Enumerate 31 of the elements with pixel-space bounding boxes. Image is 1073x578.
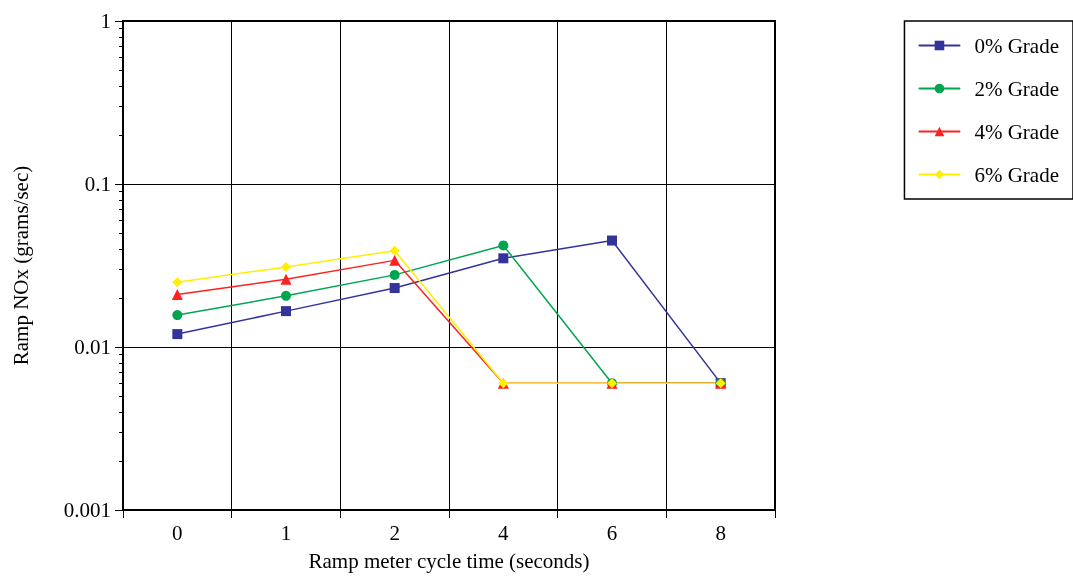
legend-label: 0% Grade	[974, 33, 1059, 58]
x-tick-label: 4	[498, 520, 510, 545]
point	[280, 273, 292, 285]
point	[172, 310, 183, 321]
x-tick-label: 1	[280, 520, 292, 545]
y-tick-label: 0.01	[74, 335, 111, 359]
x-tick-label: 6	[606, 520, 618, 545]
point	[281, 306, 291, 317]
x-axis-title: Ramp meter cycle time (seconds)	[308, 548, 590, 573]
x-tick-label: 8	[715, 520, 726, 545]
point	[172, 277, 183, 288]
point	[389, 245, 400, 256]
point	[498, 240, 509, 251]
y-tick-label: 0.001	[63, 498, 111, 522]
point	[389, 283, 400, 294]
point	[281, 261, 291, 272]
x-tick-label: 2	[389, 520, 400, 545]
y-axis-title: Ramp NOx (grams/sec)	[8, 165, 33, 366]
point	[172, 329, 183, 340]
legend-label: 6% Grade	[974, 162, 1059, 187]
point	[389, 269, 400, 280]
point	[498, 253, 509, 264]
point	[171, 288, 183, 300]
point	[389, 254, 401, 266]
x-tick-label: 0	[172, 520, 183, 545]
legend-label: 4% Grade	[974, 119, 1059, 144]
y-tick-label: 1	[100, 9, 111, 33]
point	[607, 235, 617, 246]
y-tick-label: 0.1	[84, 172, 111, 196]
point	[281, 290, 291, 301]
legend-label: 2% Grade	[974, 76, 1059, 101]
